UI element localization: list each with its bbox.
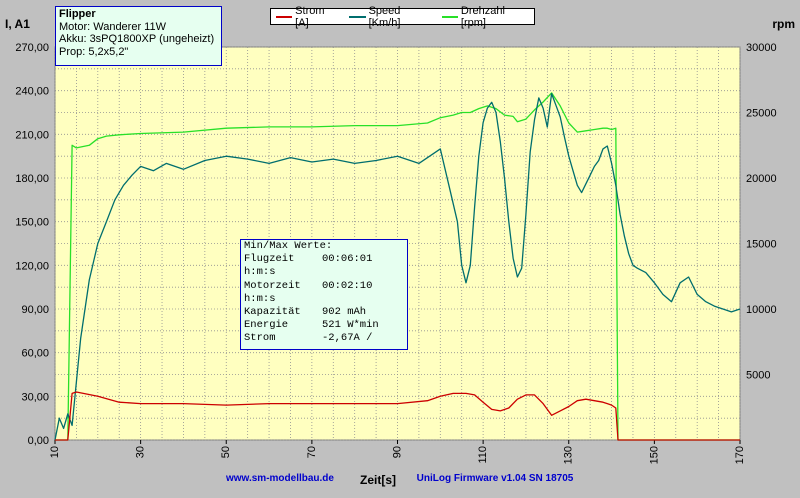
legend: Strom [A] Speed [Km/h] Drehzahl [rpm] bbox=[270, 5, 535, 29]
y-right-tick-label: 30000 bbox=[746, 42, 777, 54]
stats-value: 00:06:01 bbox=[322, 253, 373, 266]
axis-ticks: 10 30 50 70 90 110 130 150 170 0,00 30,00 60,00 90,0… bbox=[15, 42, 776, 464]
legend-swatch-speed bbox=[349, 15, 366, 18]
x-tick-label: 110 bbox=[477, 446, 489, 464]
y-right-axis-label: rpm bbox=[772, 17, 795, 31]
x-tick-label: 170 bbox=[734, 446, 746, 464]
y-left-tick-label: 60,00 bbox=[21, 348, 49, 360]
y-left-tick-label: 210,00 bbox=[15, 129, 49, 141]
stats-label: Motorzeit bbox=[244, 279, 301, 292]
stats-label: Kapazität bbox=[244, 306, 301, 319]
x-axis-label: Zeit[s] bbox=[360, 473, 396, 487]
y-right-tick-label: 10000 bbox=[746, 304, 777, 316]
x-tick-label: 90 bbox=[391, 446, 403, 458]
y-left-tick-label: 90,00 bbox=[21, 304, 49, 316]
footer-firmware: UniLog Firmware v1.04 SN 18705 bbox=[417, 473, 574, 484]
y-left-tick-label: 30,00 bbox=[21, 391, 49, 403]
min-max-stats-box: Min/Max Werte: Flugzeit 00:06:01 h:m:s Mo… bbox=[240, 239, 408, 350]
y-left-axis-label: I, A1 bbox=[5, 17, 30, 31]
stats-row: h:m:s bbox=[244, 266, 404, 279]
y-left-tick-label: 0,00 bbox=[28, 435, 49, 447]
y-left-tick-label: 150,00 bbox=[15, 217, 49, 229]
flight-title: Flipper bbox=[59, 8, 96, 20]
series-line-strom bbox=[55, 391, 740, 441]
legend-label-drehzahl: Drehzahl [rpm] bbox=[460, 4, 505, 29]
stats-label: Flugzeit bbox=[244, 253, 295, 266]
y-right-tick-label: 20000 bbox=[746, 173, 777, 185]
x-tick-label: 50 bbox=[220, 446, 232, 458]
series-layer bbox=[54, 92, 741, 441]
info-prop: Prop: 5,2x5,2" bbox=[59, 45, 129, 58]
stats-value: 902 mAh bbox=[322, 306, 367, 319]
legend-swatch-strom bbox=[276, 15, 293, 18]
stats-value: -2,67A / bbox=[322, 332, 373, 345]
legend-item-drehzahl: Drehzahl [rpm] bbox=[437, 5, 526, 29]
legend-item-speed: Speed [Km/h] bbox=[344, 5, 428, 29]
flight-info-box: Flipper Motor: Wanderer 11W Akku: 3sPQ18… bbox=[55, 6, 222, 66]
footer-website[interactable]: www.sm-modellbau.de bbox=[225, 473, 334, 484]
stats-value: 00:02:10 bbox=[322, 279, 373, 292]
y-left-tick-label: 240,00 bbox=[15, 86, 49, 98]
y-right-tick-label: 15000 bbox=[746, 239, 777, 251]
stats-row: h:m:s bbox=[244, 293, 404, 306]
stats-row: Flugzeit 00:06:01 bbox=[244, 253, 404, 266]
y-left-tick-label: 120,00 bbox=[15, 260, 49, 272]
stats-value: 521 W*min bbox=[322, 319, 379, 332]
x-tick-label: 70 bbox=[306, 446, 318, 458]
stats-title: Min/Max Werte: bbox=[244, 240, 333, 252]
y-left-tick-label: 180,00 bbox=[15, 173, 49, 185]
info-battery: Akku: 3sPQ1800XP (ungeheizt) bbox=[59, 33, 215, 45]
y-left-tick-label: 270,00 bbox=[15, 42, 49, 54]
legend-item-strom: Strom [A] bbox=[271, 5, 336, 29]
y-right-tick-label: 25000 bbox=[746, 108, 777, 120]
legend-label-speed: Speed [Km/h] bbox=[368, 4, 401, 29]
series-line-speed bbox=[54, 92, 741, 441]
x-tick-label: 30 bbox=[135, 446, 147, 458]
stats-row: Strom -2,67A / bbox=[244, 332, 404, 345]
series-line-drehzahl bbox=[55, 92, 740, 441]
stats-label: h:m:s bbox=[244, 266, 276, 279]
stats-label: Strom bbox=[244, 332, 276, 345]
stats-label: h:m:s bbox=[244, 292, 276, 305]
stats-row: Energie 521 W*min bbox=[244, 319, 404, 332]
stats-label: Energie bbox=[244, 319, 289, 332]
x-tick-label: 10 bbox=[49, 446, 61, 458]
legend-label-strom: Strom [A] bbox=[295, 4, 325, 29]
stats-row: Motorzeit 00:02:10 bbox=[244, 280, 404, 293]
y-right-tick-label: 5000 bbox=[746, 370, 770, 382]
x-tick-label: 130 bbox=[563, 446, 575, 464]
x-tick-label: 150 bbox=[648, 446, 660, 464]
stats-row: Kapazität 902 mAh bbox=[244, 306, 404, 319]
legend-swatch-drehzahl bbox=[441, 15, 458, 18]
info-motor: Motor: Wanderer 11W bbox=[59, 20, 166, 33]
